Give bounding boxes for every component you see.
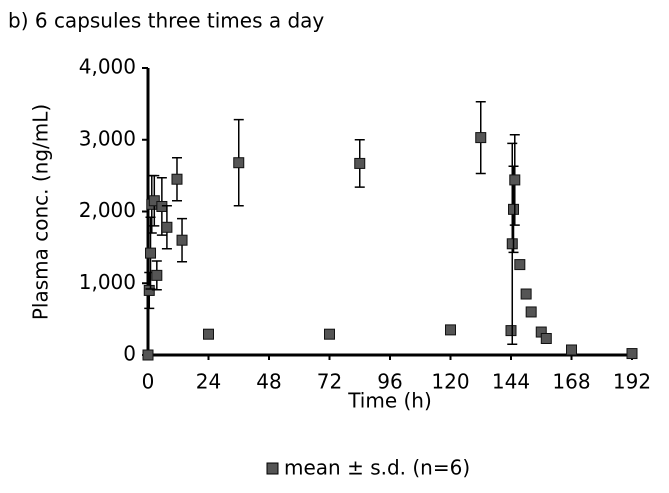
data-point bbox=[148, 195, 160, 207]
y-tick-label: 4,000 bbox=[79, 55, 136, 79]
data-point bbox=[151, 269, 163, 281]
x-tick-label: 24 bbox=[196, 370, 221, 394]
data-point bbox=[142, 349, 154, 361]
y-tick-label: 2,000 bbox=[79, 198, 136, 222]
data-point bbox=[475, 132, 487, 144]
data-point bbox=[171, 173, 183, 185]
data-point bbox=[626, 348, 638, 360]
legend-marker bbox=[266, 462, 279, 475]
data-point bbox=[354, 157, 366, 169]
x-tick-label: 144 bbox=[492, 370, 530, 394]
y-tick-label: 0 bbox=[123, 342, 136, 366]
data-point bbox=[525, 306, 537, 318]
data-point bbox=[506, 238, 518, 250]
data-point bbox=[566, 344, 577, 356]
data-point bbox=[514, 259, 526, 271]
data-point bbox=[445, 324, 456, 336]
data-point bbox=[176, 234, 188, 246]
data-point bbox=[508, 203, 520, 215]
x-tick-label: 96 bbox=[377, 370, 402, 394]
x-tick-label: 192 bbox=[613, 370, 651, 394]
legend-label: mean ± s.d. (n=6) bbox=[284, 456, 470, 480]
data-point bbox=[233, 157, 245, 169]
x-tick-label: 48 bbox=[256, 370, 281, 394]
x-tick-label: 120 bbox=[431, 370, 469, 394]
y-tick-label: 3,000 bbox=[79, 126, 136, 150]
x-tick-label: 168 bbox=[552, 370, 590, 394]
data-point bbox=[509, 174, 521, 186]
y-axis-label: Plasma conc. (ng/mL) bbox=[29, 104, 53, 320]
data-point bbox=[540, 332, 552, 344]
y-tick-label: 1,000 bbox=[79, 270, 136, 294]
x-tick-label: 72 bbox=[317, 370, 342, 394]
chart-title: b) 6 capsules three times a day bbox=[8, 9, 324, 33]
data-point bbox=[324, 328, 335, 340]
data-point bbox=[520, 288, 532, 300]
x-axis-label: Time (h) bbox=[347, 389, 432, 413]
data-point bbox=[161, 221, 173, 233]
data-point bbox=[203, 328, 214, 340]
data-point bbox=[145, 247, 157, 259]
data-point bbox=[505, 325, 517, 337]
x-tick-label: 0 bbox=[142, 370, 155, 394]
